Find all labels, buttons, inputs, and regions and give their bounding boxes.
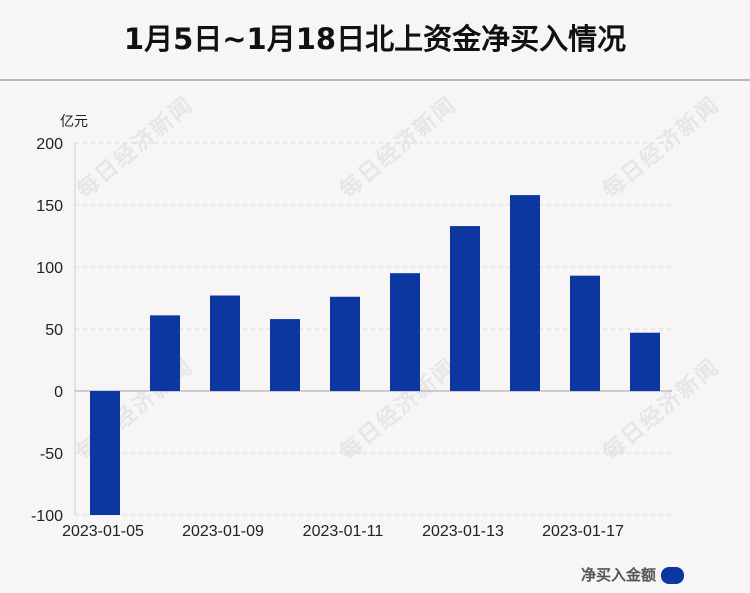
bar: [210, 295, 240, 391]
bar: [390, 273, 420, 391]
bar: [630, 332, 660, 391]
y-tick-label: 200: [36, 136, 63, 153]
x-tick-label: 2023-01-13: [422, 523, 504, 540]
y-tick-label: -100: [31, 508, 63, 525]
y-axis-label: 亿元: [60, 114, 88, 130]
x-tick-label: 2023-01-09: [182, 523, 264, 540]
bar: [570, 275, 600, 391]
x-tick-label: 2023-01-17: [542, 523, 624, 540]
bar: [270, 319, 300, 391]
bar: [450, 226, 480, 391]
bar: [330, 296, 360, 391]
y-tick-label: 50: [45, 322, 63, 339]
bar: [510, 195, 540, 391]
y-tick-label: 100: [36, 260, 63, 277]
y-tick-label: 150: [36, 198, 63, 215]
bar: [150, 315, 180, 391]
legend-swatch: [661, 567, 684, 584]
x-tick-label: 2023-01-11: [303, 523, 384, 540]
y-tick-label: -50: [40, 446, 63, 463]
y-tick-label: 0: [54, 384, 63, 401]
bar: [90, 391, 120, 515]
chart-title: 1月5日~1月18日北上资金净买入情况: [0, 0, 750, 81]
x-tick-label: 2023-01-05: [62, 523, 144, 540]
legend-label: 净买入金额: [581, 566, 656, 584]
